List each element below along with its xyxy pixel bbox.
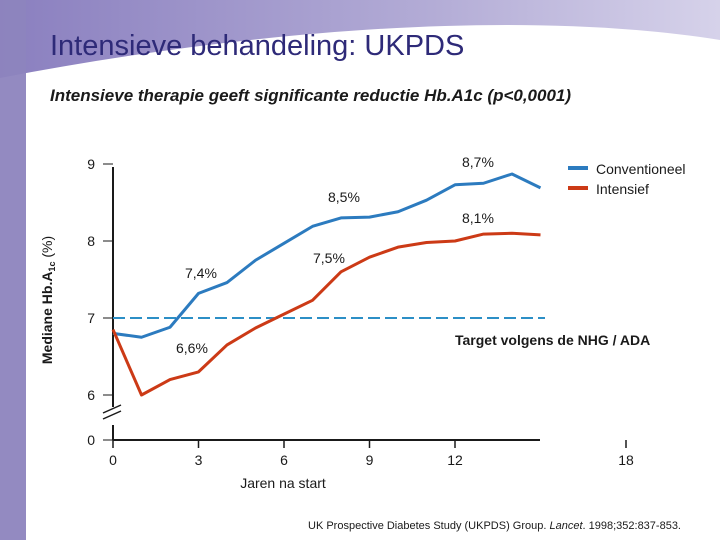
- y-tick-label: 8: [87, 233, 95, 249]
- series-layer: [111, 172, 542, 397]
- y-tick-label: 7: [87, 310, 95, 326]
- legend-label-conventional: Conventioneel: [596, 161, 686, 177]
- annotation-int-early: 6,6%: [176, 340, 208, 356]
- annotation-conv-early: 7,4%: [185, 265, 217, 281]
- target-label: Target volgens de NHG / ADA: [455, 332, 650, 348]
- y-tick-label: 0: [87, 432, 95, 448]
- slide-subtitle: Intensieve therapie geeft significante r…: [50, 86, 572, 105]
- x-tick-label: 18: [618, 452, 634, 468]
- y-axis-ticks: 0 6 7 8 9: [87, 156, 113, 448]
- x-tick-label: 12: [447, 452, 463, 468]
- axis-break-mark: [102, 410, 122, 420]
- citation: UK Prospective Diabetes Study (UKPDS) Gr…: [308, 520, 681, 532]
- x-tick-label: 9: [366, 452, 374, 468]
- annotation-conv-peak: 8,7%: [462, 154, 494, 170]
- annotation-int-mid: 7,5%: [313, 250, 345, 266]
- x-axis-ticks: 0 3 6 9 12 18: [109, 440, 634, 468]
- series-line-conventional: [112, 172, 542, 339]
- annotation-int-end: 8,1%: [462, 210, 494, 226]
- y-axis-label: Mediane Hb.A1c (%): [39, 236, 57, 364]
- legend-label-intensive: Intensief: [596, 181, 649, 197]
- y-tick-label: 6: [87, 387, 95, 403]
- y-tick-label: 9: [87, 156, 95, 172]
- slide-title: Intensieve behandeling: UKPDS: [50, 30, 465, 62]
- x-axis-label: Jaren na start: [240, 475, 326, 491]
- series-line-intensive: [111, 231, 541, 397]
- x-tick-label: 0: [109, 452, 117, 468]
- legend: Conventioneel Intensief: [568, 161, 686, 197]
- x-tick-label: 3: [195, 452, 203, 468]
- axis-break-mark: [102, 404, 122, 414]
- x-tick-label: 6: [280, 452, 288, 468]
- header-wave-band: [0, 0, 720, 78]
- annotation-conv-mid: 8,5%: [328, 189, 360, 205]
